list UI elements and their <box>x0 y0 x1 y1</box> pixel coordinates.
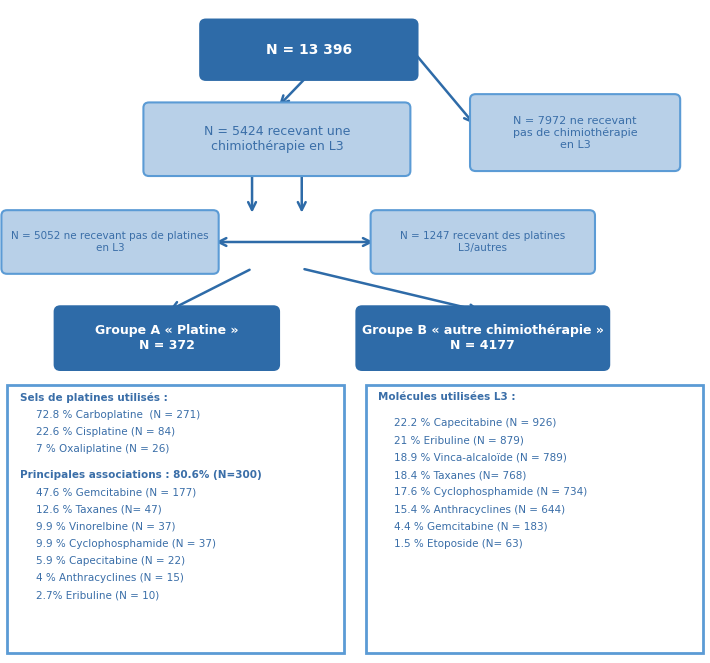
FancyBboxPatch shape <box>470 94 680 171</box>
Text: Principales associations : 80.6% (N=300): Principales associations : 80.6% (N=300) <box>20 470 261 480</box>
Text: 18.4 % Taxanes (N= 768): 18.4 % Taxanes (N= 768) <box>394 470 526 480</box>
FancyBboxPatch shape <box>143 102 410 176</box>
FancyBboxPatch shape <box>7 385 344 653</box>
Text: 21 % Eribuline (N = 879): 21 % Eribuline (N = 879) <box>394 436 524 446</box>
Text: N = 13 396: N = 13 396 <box>266 42 352 57</box>
Text: Sels de platines utilisés :: Sels de platines utilisés : <box>20 392 168 403</box>
FancyBboxPatch shape <box>1 210 219 274</box>
Text: N = 1247 recevant des platines
L3/autres: N = 1247 recevant des platines L3/autres <box>400 231 565 253</box>
Text: 2.7% Eribuline (N = 10): 2.7% Eribuline (N = 10) <box>36 591 159 601</box>
FancyBboxPatch shape <box>55 306 279 370</box>
Text: N = 7972 ne recevant
pas de chimiothérapie
en L3: N = 7972 ne recevant pas de chimiothérap… <box>513 116 638 149</box>
Text: 12.6 % Taxanes (N= 47): 12.6 % Taxanes (N= 47) <box>36 505 161 514</box>
Text: 7 % Oxaliplatine (N = 26): 7 % Oxaliplatine (N = 26) <box>36 444 169 454</box>
Text: 22.6 % Cisplatine (N = 84): 22.6 % Cisplatine (N = 84) <box>36 427 175 437</box>
Text: 1.5 % Etoposide (N= 63): 1.5 % Etoposide (N= 63) <box>394 539 523 549</box>
Text: 18.9 % Vinca-alcaloïde (N = 789): 18.9 % Vinca-alcaloïde (N = 789) <box>394 453 567 463</box>
Text: 47.6 % Gemcitabine (N = 177): 47.6 % Gemcitabine (N = 177) <box>36 487 196 497</box>
Text: Groupe A « Platine »
N = 372: Groupe A « Platine » N = 372 <box>95 324 239 352</box>
Text: 9.9 % Vinorelbine (N = 37): 9.9 % Vinorelbine (N = 37) <box>36 522 175 532</box>
Text: Groupe B « autre chimiothérapie »
N = 4177: Groupe B « autre chimiothérapie » N = 41… <box>362 324 604 352</box>
Text: N = 5424 recevant une
chimiothérapie en L3: N = 5424 recevant une chimiothérapie en … <box>204 125 350 153</box>
Text: 9.9 % Cyclophosphamide (N = 37): 9.9 % Cyclophosphamide (N = 37) <box>36 539 216 549</box>
Text: 22.2 % Capecitabine (N = 926): 22.2 % Capecitabine (N = 926) <box>394 418 557 428</box>
Text: N = 5052 ne recevant pas de platines
en L3: N = 5052 ne recevant pas de platines en … <box>11 231 209 253</box>
Text: 5.9 % Capecitabine (N = 22): 5.9 % Capecitabine (N = 22) <box>36 556 185 566</box>
FancyBboxPatch shape <box>371 210 595 274</box>
FancyBboxPatch shape <box>200 19 417 80</box>
FancyBboxPatch shape <box>366 385 703 653</box>
Text: 72.8 % Carboplatine  (N = 271): 72.8 % Carboplatine (N = 271) <box>36 410 200 420</box>
Text: 4 % Anthracyclines (N = 15): 4 % Anthracyclines (N = 15) <box>36 573 183 583</box>
Text: 15.4 % Anthracyclines (N = 644): 15.4 % Anthracyclines (N = 644) <box>394 505 565 514</box>
FancyBboxPatch shape <box>356 306 609 370</box>
Text: 17.6 % Cyclophosphamide (N = 734): 17.6 % Cyclophosphamide (N = 734) <box>394 487 587 497</box>
Text: 4.4 % Gemcitabine (N = 183): 4.4 % Gemcitabine (N = 183) <box>394 522 547 532</box>
Text: Molécules utilisées L3 :: Molécules utilisées L3 : <box>378 392 516 402</box>
